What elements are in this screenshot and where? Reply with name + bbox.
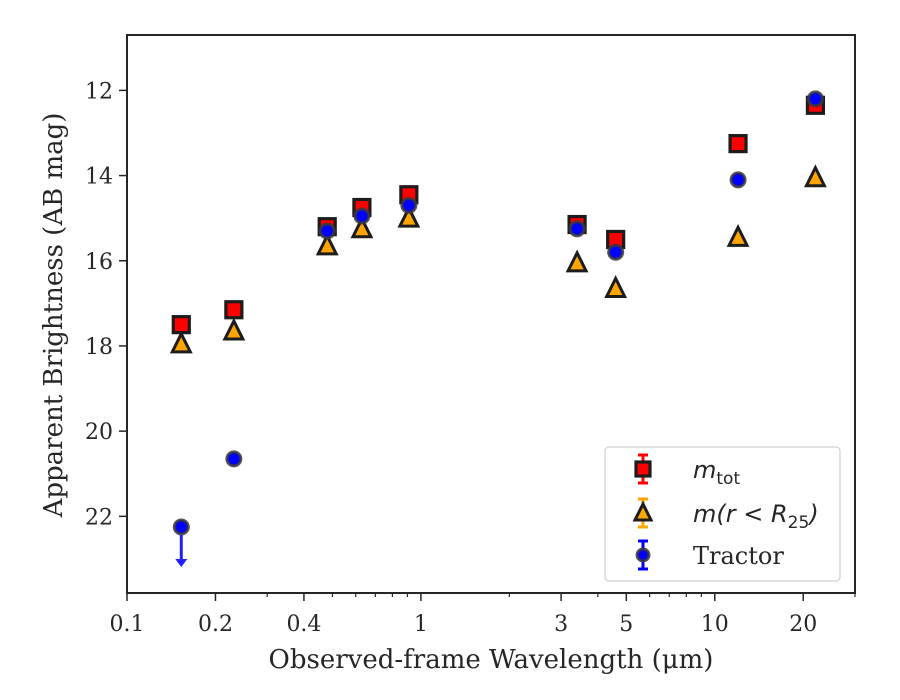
x-tick-label: 5 xyxy=(619,612,633,637)
x-tick-label: 3 xyxy=(554,612,568,637)
mr25-point xyxy=(169,330,193,354)
mr25-point xyxy=(315,232,339,256)
mr25-point xyxy=(397,204,421,228)
x-tick-label: 10 xyxy=(701,612,729,637)
legend-marker-mr25 xyxy=(632,500,654,522)
x-axis-label: Observed-frame Wavelength (μm) xyxy=(269,645,714,675)
plot-frame xyxy=(126,34,856,594)
legend-box xyxy=(604,446,841,582)
x-tick-label: 20 xyxy=(789,612,817,637)
x-tick-label: 0.2 xyxy=(198,612,233,637)
tractor-point xyxy=(400,196,418,214)
mr25-point xyxy=(803,164,827,188)
x-tick-label: 0.1 xyxy=(110,612,145,637)
x-tick-label: 0.4 xyxy=(286,612,321,637)
mr25-point xyxy=(726,223,750,247)
legend-marker-mtot xyxy=(634,460,652,478)
y-tick-label: 22 xyxy=(85,505,113,530)
tractor-point xyxy=(806,90,824,108)
legend-label-tractor: Tractor xyxy=(693,542,784,570)
y-tick-label: 14 xyxy=(85,165,113,190)
mtot-point xyxy=(171,315,191,335)
mr25-point xyxy=(565,249,589,273)
tractor-point xyxy=(729,171,747,189)
legend-label-mtot: mtot xyxy=(693,456,740,489)
mr25-point xyxy=(350,215,374,239)
tractor-point xyxy=(318,222,336,240)
mr25-point xyxy=(604,275,628,298)
tractor-point xyxy=(225,450,243,468)
tractor-point xyxy=(353,207,371,225)
y-axis-label: Apparent Brightness (AB mag) xyxy=(39,113,69,519)
tractor-point xyxy=(172,518,190,536)
legend-marker-tractor xyxy=(635,547,651,563)
y-tick-label: 16 xyxy=(85,250,113,275)
tractor-point xyxy=(607,243,625,261)
upper-limit-arrow-head xyxy=(175,558,188,567)
mtot-point xyxy=(728,134,748,154)
y-tick-label: 12 xyxy=(85,79,113,104)
tractor-point xyxy=(568,220,586,238)
mr25-point xyxy=(222,317,246,341)
mtot-point xyxy=(224,300,244,320)
y-tick-label: 20 xyxy=(85,420,113,445)
y-tick-label: 18 xyxy=(85,335,113,360)
x-tick-label: 1 xyxy=(414,612,428,637)
legend-label-mr25: m(r < R25) xyxy=(693,500,819,533)
